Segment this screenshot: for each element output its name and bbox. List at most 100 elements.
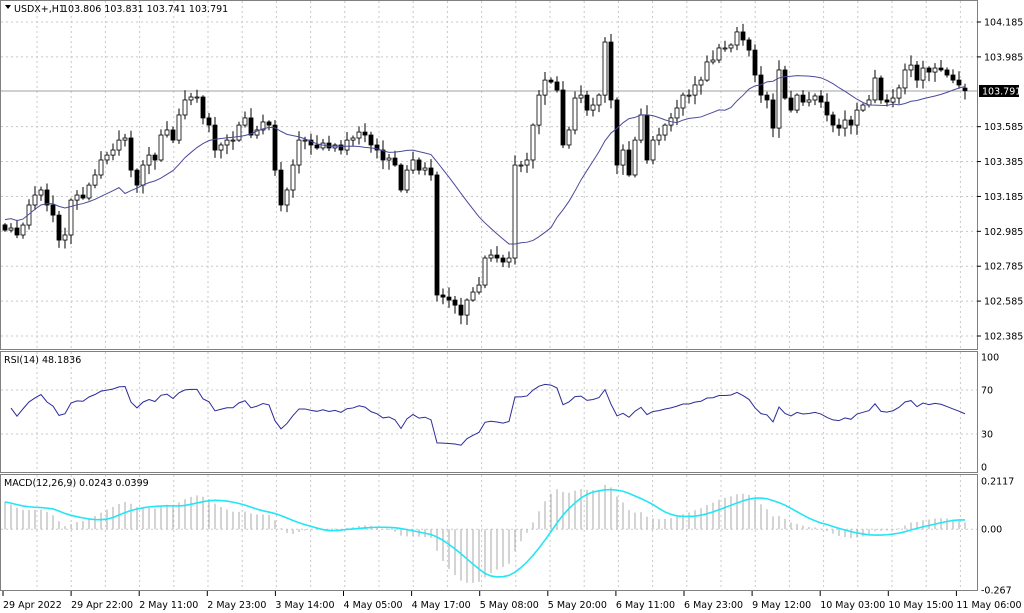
bull-candle-body — [650, 139, 656, 161]
bull-candle-body — [242, 117, 248, 126]
candle — [212, 117, 218, 158]
candle — [56, 210, 62, 248]
bull-candle-body — [182, 99, 188, 116]
time-axis-label: 4 May 17:00 — [412, 600, 471, 611]
bear-candle-body — [962, 87, 968, 92]
candle — [362, 123, 368, 143]
time-axis-label: 5 May 20:00 — [548, 600, 607, 611]
candle — [938, 59, 944, 72]
bull-candle-body — [728, 44, 734, 49]
bull-candle-body — [26, 204, 32, 226]
bear-candle-body — [380, 149, 386, 161]
bear-candle-body — [314, 144, 320, 149]
bull-candle-body — [8, 227, 14, 231]
candle — [554, 76, 560, 93]
macd-axis-label: 0.00 — [981, 525, 1002, 536]
bull-candle-body — [98, 159, 104, 176]
bull-candle-body — [854, 109, 860, 126]
candle — [134, 168, 140, 193]
symbol-label: USDX+,H1 — [14, 4, 65, 15]
candle — [662, 123, 668, 141]
moving-average-line — [4, 75, 966, 245]
candle — [584, 90, 590, 116]
candle — [494, 246, 500, 263]
candle — [704, 55, 710, 82]
bear-candle-body — [440, 294, 446, 298]
bear-candle-body — [338, 144, 344, 151]
bear-candle-body — [2, 224, 8, 231]
bear-candle-body — [818, 95, 824, 103]
candle — [620, 144, 626, 175]
candle — [170, 126, 176, 144]
candle — [824, 93, 830, 122]
candle — [632, 136, 638, 178]
bear-candle-body — [830, 114, 836, 126]
rsi-axis-label: 30 — [981, 430, 993, 441]
axis-labels: 104.185 103.985 103.585 103.385 103.185 102.9… — [2, 18, 1023, 611]
bull-candle-body — [794, 94, 800, 111]
bull-candle-body — [194, 96, 200, 99]
bear-candle-body — [44, 189, 50, 206]
macd-signal-line — [4, 488, 966, 578]
bull-candle-body — [932, 67, 938, 73]
bull-candle-body — [470, 291, 476, 301]
bull-candle-body — [710, 59, 716, 63]
bear-candle-body — [782, 69, 788, 99]
candle — [560, 81, 566, 149]
bull-candle-body — [62, 234, 68, 241]
bull-candle-body — [284, 189, 290, 206]
candle — [572, 91, 578, 135]
candle — [884, 94, 890, 107]
dropdown-triangle-icon[interactable] — [5, 5, 11, 9]
bull-candle-body — [680, 94, 686, 109]
candle — [770, 93, 776, 138]
candle — [878, 75, 884, 104]
candle — [314, 135, 320, 150]
candle — [140, 160, 146, 194]
price-axis-label: 102.985 — [984, 227, 1023, 238]
bull-candle-body — [638, 114, 644, 141]
candle — [2, 223, 8, 232]
bull-candle-body — [542, 79, 548, 96]
bull-candle-body — [656, 134, 662, 141]
candle — [602, 37, 608, 103]
candle — [14, 219, 20, 239]
candle — [536, 90, 542, 135]
price-axis-label: 102.785 — [984, 262, 1023, 273]
candle — [398, 163, 404, 193]
time-axis-label: 2 May 11:00 — [139, 600, 198, 611]
bear-candle-body — [914, 64, 920, 81]
candle — [854, 102, 860, 135]
bear-candle-body — [788, 97, 794, 111]
bull-candle-body — [602, 41, 608, 96]
candle — [128, 130, 134, 178]
bear-candle-body — [626, 149, 632, 176]
bear-candle-body — [266, 121, 272, 126]
bull-candle-body — [224, 139, 230, 146]
candle — [860, 103, 866, 112]
candle — [734, 27, 740, 51]
candle — [416, 157, 422, 175]
main-panel-frame — [0, 0, 978, 350]
bear-candle-body — [878, 77, 884, 101]
candle — [68, 198, 74, 245]
candle — [452, 295, 458, 314]
bear-candle-body — [80, 194, 86, 199]
bear-candle-body — [14, 227, 20, 236]
bear-candle-body — [608, 41, 614, 101]
candle — [326, 135, 332, 152]
macd-panel-frame — [0, 474, 978, 591]
bull-candle-body — [104, 154, 110, 161]
bear-candle-body — [884, 99, 890, 103]
bull-candle-body — [776, 69, 782, 129]
candle — [350, 135, 356, 146]
bear-candle-body — [824, 101, 830, 116]
candle — [434, 171, 440, 302]
bear-candle-body — [740, 31, 746, 41]
candle — [176, 108, 182, 144]
candle — [872, 69, 878, 104]
bull-candle-body — [86, 184, 92, 199]
rsi-axis-label: 70 — [981, 386, 993, 397]
macd-histogram — [4, 484, 966, 583]
